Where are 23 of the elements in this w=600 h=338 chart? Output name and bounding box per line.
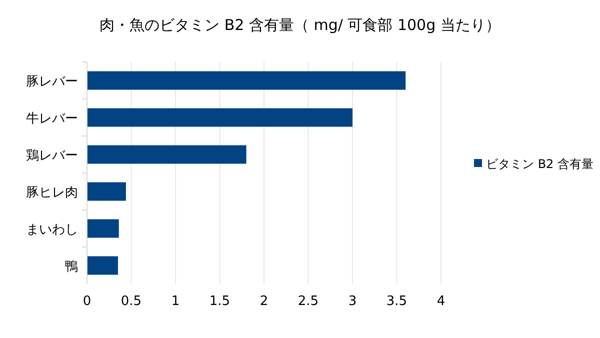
bar	[87, 145, 246, 164]
x-tick-label: 4	[436, 294, 446, 309]
x-tick-label: 3.5	[386, 294, 408, 309]
x-tick-label: 1	[171, 294, 180, 309]
y-tick-label: まいわし	[26, 222, 78, 238]
x-tick-label: 3	[348, 294, 357, 309]
y-tick-label: 鴨	[65, 260, 78, 274]
x-tick-label: 0	[82, 294, 92, 309]
x-tick-label: 0.5	[120, 294, 142, 309]
x-tick-label: 1.5	[209, 294, 230, 309]
x-tick-label: 2	[260, 294, 268, 309]
bar	[87, 108, 352, 127]
y-tick-label: 豚レバー	[26, 74, 78, 90]
bar	[87, 182, 126, 201]
x-tick-label: 2.5	[298, 294, 319, 309]
y-tick-label: 牛レバー	[26, 112, 78, 126]
y-tick-label: 鶏レバー	[26, 148, 78, 164]
y-tick-label: 豚ヒレ肉	[26, 186, 78, 200]
bar	[87, 71, 406, 90]
bar	[87, 256, 118, 275]
legend-label: ビタミン B2 含有量	[486, 157, 594, 171]
bar	[87, 219, 119, 238]
chart-title: 肉・魚のビタミン B2 含有量（ mg/ 可食部 100g 当たり）	[100, 16, 500, 34]
